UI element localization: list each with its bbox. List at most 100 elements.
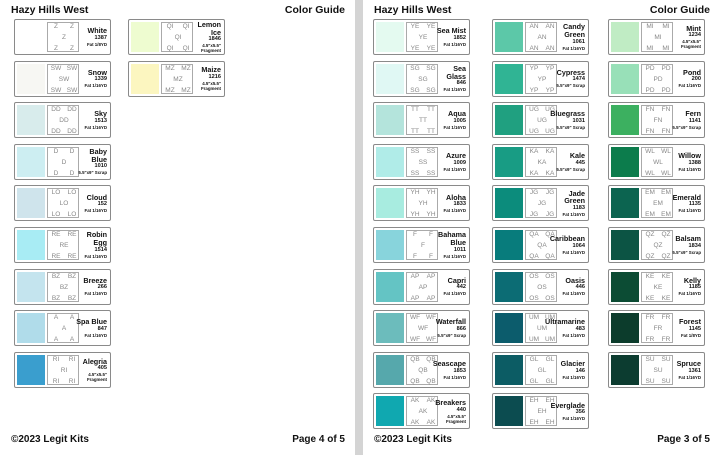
- color-card: KE KE KE KE KE Kelly 1185 Fat 1/16YD: [608, 268, 705, 305]
- color-number: 1031: [572, 117, 585, 124]
- symbol-code: EM: [661, 189, 671, 197]
- color-name: Forest: [679, 317, 701, 327]
- symbol-box: EH EH EH EH EH: [525, 396, 557, 427]
- symbol-code: MI: [654, 34, 662, 41]
- color-card: JG JG JG JG JG Jade Green 1183 Fat 1/16YD: [492, 185, 589, 222]
- symbol-code: YP: [537, 75, 547, 83]
- symbol-box: BZ BZ BZ BZ BZ: [47, 271, 79, 302]
- fabric-size: Fat 1/16YD: [443, 291, 466, 297]
- color-info: Glacier 146 Fat 1/16YD: [553, 354, 585, 386]
- color-swatch: [495, 188, 523, 219]
- symbol-code: YP: [529, 64, 539, 72]
- symbol-code: KA: [529, 147, 539, 155]
- copyright: ©2023 Legit Kits: [374, 434, 452, 445]
- symbol-code: UM: [536, 325, 548, 333]
- color-name: Aqua: [448, 109, 466, 119]
- symbol-code: YH: [426, 189, 436, 197]
- color-info: Alegria 405 4.5"x5.5" Fragment: [75, 354, 107, 386]
- symbol-box: RI RI RI RI RI: [47, 354, 79, 385]
- symbol-code: SW: [66, 64, 78, 72]
- color-card: QA QA QA QA QA Caribbean 1064 Fat 1/16YD: [492, 227, 589, 263]
- fabric-size: 5.5"x9" Scrap: [556, 83, 585, 89]
- fabric-size: Fat 1/16YD: [84, 208, 107, 214]
- symbol-code: MI: [662, 45, 670, 52]
- color-number: 1833: [453, 201, 466, 208]
- symbol-code: SS: [410, 147, 420, 155]
- symbol-box: SG SG SG SG SG: [406, 63, 438, 94]
- color-number: 1183: [572, 204, 585, 211]
- symbol-code: KE: [661, 294, 671, 302]
- color-card: QZ QZ QZ QZ QZ Balsam 1834 5.5"x9" Scrap: [608, 227, 705, 263]
- color-number: 152: [97, 201, 107, 208]
- symbol-code: KA: [545, 147, 555, 155]
- page: Hazy Hills West Color Guide ©2023 Legit Ki…: [363, 0, 720, 455]
- color-card: GL GL GL GL GL Glacier 146 Fat 1/16YD: [492, 351, 589, 388]
- color-info: Breeze 266 Fat 1/16YD: [75, 271, 107, 303]
- color-name: Kelly: [683, 275, 701, 285]
- color-card: TT TT TT TT TT Aqua 1005 Fat 1/16YD: [373, 102, 470, 139]
- symbol-code: QI: [182, 23, 190, 30]
- symbol-code: WF: [425, 314, 437, 322]
- page: Hazy Hills West Color Guide ©2023 Legit Ki…: [0, 0, 355, 455]
- symbol-code: A: [53, 336, 59, 344]
- symbol-code: SU: [653, 366, 663, 374]
- symbol-code: F: [429, 253, 433, 260]
- symbol-code: TT: [427, 106, 435, 114]
- fabric-size: 5.5"x9" Scrap: [78, 170, 107, 176]
- symbol-code: AK: [418, 408, 428, 416]
- symbol-code: EH: [537, 408, 547, 416]
- fabric-size: Fat 1/16YD: [84, 291, 107, 297]
- color-name: Bluegrass: [550, 109, 585, 119]
- color-swatch: [611, 271, 639, 302]
- symbol-code: AK: [426, 419, 436, 427]
- symbol-code: RI: [60, 366, 68, 374]
- color-name: Azure: [446, 151, 466, 160]
- color-card: UG UG UG UG UG Bluegrass 1031 5.5"x9" Scrap: [492, 102, 589, 139]
- color-info: Willow 1388 Fat 1/16YD: [669, 146, 701, 178]
- color-swatch: [17, 354, 45, 385]
- color-swatch: [376, 188, 404, 219]
- symbol-code: TT: [427, 128, 435, 136]
- symbol-code: D: [53, 169, 59, 177]
- color-swatch: [376, 22, 404, 52]
- fabric-size: Fat 1/16YD: [562, 249, 585, 255]
- symbol-code: UG: [529, 128, 539, 136]
- color-number: 1185: [688, 284, 701, 291]
- fabric-size: Fat 1/16YD: [678, 291, 701, 297]
- symbol-code: SU: [661, 355, 671, 363]
- color-name: Mint: [686, 23, 701, 33]
- symbol-code: KA: [537, 158, 547, 166]
- color-swatch: [17, 188, 45, 219]
- fabric-size: Fat 1/16YD: [562, 211, 585, 217]
- symbol-code: RE: [67, 231, 77, 238]
- symbol-code: YE: [426, 23, 436, 30]
- symbol-code: PD: [645, 64, 655, 72]
- color-name: Fern: [685, 109, 701, 119]
- color-name: Oasis: [565, 275, 585, 285]
- color-number: 1216: [208, 73, 221, 80]
- symbol-code: JG: [545, 211, 555, 219]
- symbol-code: AN: [537, 34, 547, 41]
- symbol-code: FR: [645, 336, 655, 344]
- symbol-code: GL: [545, 355, 555, 363]
- symbol-code: QA: [529, 253, 539, 260]
- color-info: Sky 1513 Fat 1/16YD: [75, 104, 107, 136]
- symbol-code: AP: [426, 272, 436, 280]
- color-card: SS SS SS SS SS Azure 1009 Fat 1/16YD: [373, 143, 470, 180]
- color-card: AP AP AP AP AP Capri 442 Fat 1/16YD: [373, 268, 470, 305]
- color-info: Balsam 1834 5.5"x9" Scrap: [669, 229, 701, 261]
- symbol-code: Z: [70, 45, 74, 52]
- color-card: YE YE YE YE YE Sea Mist 1852 Fat 1/16YD: [373, 19, 470, 55]
- color-number: 1388: [688, 159, 701, 166]
- symbol-box: KA KA KA KA KA: [525, 146, 557, 177]
- color-swatch: [611, 22, 639, 52]
- fabric-size: Fat 1/16YD: [562, 416, 585, 422]
- symbol-code: EH: [529, 397, 539, 405]
- color-number: 1474: [572, 76, 585, 83]
- color-swatch: [611, 146, 639, 177]
- symbol-code: FN: [645, 128, 655, 136]
- symbol-code: QA: [537, 242, 547, 249]
- color-swatch: [495, 105, 523, 136]
- color-card: BZ BZ BZ BZ BZ Breeze 266 Fat 1/16YD: [14, 268, 111, 305]
